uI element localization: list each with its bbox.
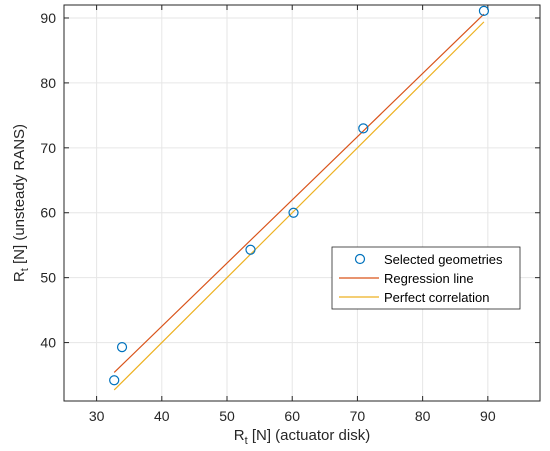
legend-marker-selected-geometries xyxy=(354,253,366,265)
legend: Selected geometries Regression line Perf… xyxy=(331,246,521,310)
series-markers xyxy=(109,5,490,386)
grid xyxy=(64,5,540,401)
x-tick-label: 60 xyxy=(284,408,300,424)
y-tick-label: 40 xyxy=(40,335,56,351)
series-lines xyxy=(113,13,485,391)
y-tick-label: 90 xyxy=(40,10,56,26)
legend-label-regression-line: Regression line xyxy=(384,271,474,286)
axes xyxy=(64,5,540,401)
x-tick-label: 50 xyxy=(219,408,235,424)
data-point xyxy=(245,244,256,255)
y-tick-label: 80 xyxy=(40,75,56,91)
x-tick-label: 40 xyxy=(154,408,170,424)
plot-frame xyxy=(63,4,541,402)
x-tick-label: 30 xyxy=(89,408,105,424)
x-tick-label: 80 xyxy=(415,408,431,424)
data-point xyxy=(116,342,128,353)
legend-label-selected-geometries: Selected geometries xyxy=(384,252,503,267)
x-tick-label: 70 xyxy=(350,408,366,424)
x-tick-label: 90 xyxy=(480,408,496,424)
series-line-regression-line xyxy=(113,13,485,373)
data-point xyxy=(478,5,490,16)
tick-labels: 30 40 50 60 70 80 90 40 50 60 70 80 90 xyxy=(40,10,495,424)
y-tick-label: 70 xyxy=(40,140,56,156)
legend-label-perfect-correlation: Perfect correlation xyxy=(384,290,490,305)
data-point xyxy=(109,375,120,386)
y-tick-label: 60 xyxy=(40,205,56,221)
data-point xyxy=(358,123,369,134)
data-point xyxy=(288,207,299,218)
series-line-perfect-correlation xyxy=(113,21,485,391)
y-tick-label: 50 xyxy=(40,270,56,286)
x-axis-label: Rt [N] (actuator disk) xyxy=(234,427,370,447)
y-axis-label: Rt [N] (unsteady RANS) xyxy=(11,124,31,282)
